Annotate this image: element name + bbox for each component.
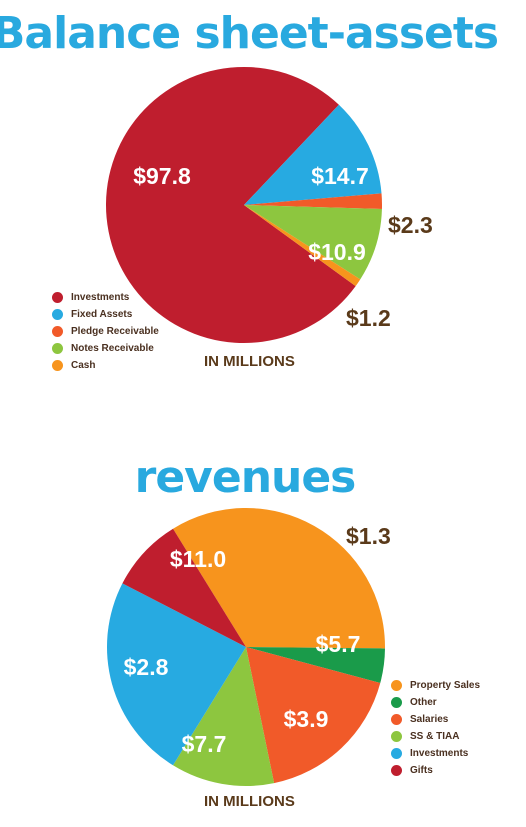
- data-label-investments: $7.7: [182, 731, 227, 757]
- legend-item: Salaries: [391, 711, 480, 728]
- legend-label: Pledge Receivable: [71, 326, 159, 337]
- pie-slice-fixed-assets: [244, 104, 382, 205]
- legend-swatch: [52, 326, 63, 337]
- legend-item: Cash: [52, 357, 159, 374]
- legend-swatch: [52, 309, 63, 320]
- pie-slice-other: [246, 647, 385, 683]
- legend-item: Other: [391, 694, 480, 711]
- legend-item: Investments: [391, 745, 480, 762]
- pie-slice-ss-tiaa: [173, 647, 275, 786]
- legend-swatch: [391, 697, 402, 708]
- legend-item: Notes Receivable: [52, 340, 159, 357]
- legend-swatch: [52, 292, 63, 303]
- pie-slice-pledge-receivable: [244, 193, 383, 210]
- balance-sheet-pie: $97.8 $14.7 $2.3 $10.9 $1.2: [105, 66, 433, 343]
- legend-swatch: [391, 680, 402, 691]
- revenues-title: revenues: [134, 452, 357, 503]
- pie-slice-notes-receivable: [244, 205, 382, 280]
- pie-slice-cash: [244, 205, 361, 287]
- data-label-gifts: $2.8: [124, 654, 169, 680]
- legend-swatch: [391, 765, 402, 776]
- legend-swatch: [391, 731, 402, 742]
- legend-item: Pledge Receivable: [52, 323, 159, 340]
- pie-slice-salaries: [246, 647, 381, 784]
- data-label-pledge-receivable: $2.3: [388, 212, 433, 238]
- legend-label: Investments: [410, 748, 469, 759]
- data-label-cash: $1.2: [346, 305, 391, 331]
- pie-slice-investments: [106, 583, 246, 766]
- legend-label: Fixed Assets: [71, 309, 133, 320]
- legend-swatch: [52, 360, 63, 371]
- data-label-notes-receivable: $10.9: [308, 239, 366, 265]
- legend-swatch: [52, 343, 63, 354]
- balance-sheet-title: Balance sheet-assets: [0, 8, 499, 59]
- balance-sheet-units: IN MILLIONS: [204, 353, 295, 370]
- legend-label: SS & TIAA: [410, 731, 460, 742]
- legend-label: Cash: [71, 360, 96, 371]
- legend-label: Investments: [71, 292, 130, 303]
- legend-label: Notes Receivable: [71, 343, 154, 354]
- legend-swatch: [391, 714, 402, 725]
- pie-slice-property-sales: [173, 508, 385, 649]
- legend-label: Gifts: [410, 765, 433, 776]
- balance-sheet-legend: Investments Fixed Assets Pledge Receivable…: [52, 289, 159, 374]
- data-label-other: $1.3: [346, 523, 391, 549]
- data-label-salaries: $5.7: [316, 631, 361, 657]
- legend-swatch: [391, 748, 402, 759]
- legend-item: Gifts: [391, 762, 480, 779]
- legend-item: Fixed Assets: [52, 306, 159, 323]
- legend-item: Property Sales: [391, 677, 480, 694]
- pie-slice-investments: [105, 66, 356, 343]
- data-label-investments: $97.8: [133, 163, 191, 189]
- data-label-ss-tiaa: $3.9: [284, 706, 329, 732]
- legend-item: SS & TIAA: [391, 728, 480, 745]
- legend-label: Salaries: [410, 714, 449, 725]
- data-label-property-sales: $11.0: [170, 546, 226, 572]
- data-label-fixed-assets: $14.7: [311, 163, 369, 189]
- revenues-units: IN MILLIONS: [204, 793, 295, 810]
- revenues-legend: Property Sales Other Salaries SS & TIAA Inve…: [391, 677, 480, 779]
- legend-label: Property Sales: [410, 680, 481, 691]
- legend-label: Other: [410, 697, 437, 708]
- legend-item: Investments: [52, 289, 159, 306]
- pie-slice-gifts: [122, 528, 246, 647]
